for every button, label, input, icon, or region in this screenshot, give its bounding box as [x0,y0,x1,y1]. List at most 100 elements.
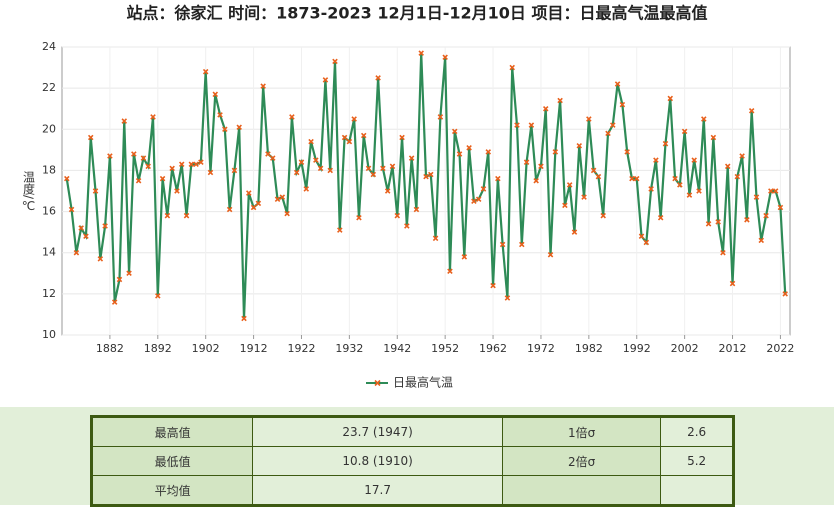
marker [413,206,420,213]
marker [624,149,630,155]
marker [772,188,779,194]
marker [164,212,171,219]
x-tick-label: 2012 [719,342,747,355]
marker [768,188,774,194]
marker [595,173,602,180]
marker [514,122,520,128]
marker [404,223,410,229]
marker [542,105,549,112]
stats-panel: 最高值 23.7 (1947) 1倍σ 2.6 最低值 10.8 (1910) 2倍σ 5.2… [0,407,834,507]
marker [432,235,439,242]
table-cell: 5.2 [660,446,734,476]
marker [629,175,635,182]
stats-table: 最高值 23.7 (1947) 1倍σ 2.6 最低值 10.8 (1910) 2倍σ 5.2… [90,415,735,507]
marker [145,163,151,170]
y-tick-label: 24 [42,40,56,53]
marker [499,241,506,248]
marker [265,151,271,157]
marker [485,149,492,155]
table-cell: 23.7 (1947) [252,416,504,447]
marker [83,233,89,240]
table-cell: 2倍σ [502,446,662,476]
marker [600,212,606,219]
marker [662,140,669,147]
marker [475,196,482,202]
x-tick-label: 1882 [96,342,124,355]
marker [648,186,654,192]
marker [581,194,587,200]
marker [313,157,319,163]
marker [289,114,295,120]
marker [519,241,525,248]
table-row: 平均值 17.7 [90,475,734,506]
y-axis-label: 温度/℃ [22,171,36,213]
marker [547,252,554,258]
marker [528,122,535,128]
marker [509,64,515,71]
marker [140,155,147,161]
marker [763,212,769,219]
marker [782,291,788,297]
marker [155,293,161,299]
y-tick-label: 20 [42,122,56,135]
marker [346,138,353,145]
marker [461,254,468,260]
marker [605,130,611,137]
x-tick-label: 1952 [431,342,459,355]
marker [332,58,338,65]
table-cell [502,475,662,506]
legend-marker [374,379,381,387]
marker [150,114,156,120]
x-tick-label: 1942 [383,342,411,355]
marker [504,295,511,301]
table-row: 最高值 23.7 (1947) 1倍σ 2.6 [90,416,734,447]
y-tick-label: 18 [42,163,56,176]
marker [495,175,501,182]
marker [365,165,372,172]
y-tick-label: 22 [42,81,56,94]
marker [538,163,544,170]
marker [78,225,84,231]
marker [729,280,736,287]
marker [284,210,290,217]
marker [566,182,573,188]
table-cell: 平均值 [90,475,254,506]
marker [428,171,434,178]
marker [217,112,223,118]
marker [466,145,472,151]
marker [451,128,458,135]
marker [322,77,329,83]
marker [380,165,386,172]
marker [657,214,664,221]
table-cell: 1倍σ [502,416,662,447]
marker [73,249,80,256]
marker [116,276,123,283]
marker [562,202,568,209]
marker [456,151,463,157]
x-tick-label: 1982 [575,342,603,355]
marker [715,219,721,225]
marker [705,221,712,227]
marker [423,173,429,180]
x-tick-label: 2002 [671,342,699,355]
marker [250,204,257,211]
y-tick-label: 14 [42,246,56,259]
marker [255,200,262,207]
marker [394,212,401,219]
marker [370,171,377,178]
marker [667,95,674,102]
marker [643,239,650,246]
marker [260,83,266,89]
plot-area [61,46,791,336]
table-row: 最低值 10.8 (1910) 2倍σ 5.2 [90,446,734,476]
marker [389,163,396,170]
marker [241,315,247,322]
marker [753,194,760,200]
marker [677,182,683,188]
x-tick-label: 1992 [623,342,651,355]
marker [246,190,252,196]
marker [135,177,142,184]
marker [758,237,765,244]
marker [92,188,99,194]
